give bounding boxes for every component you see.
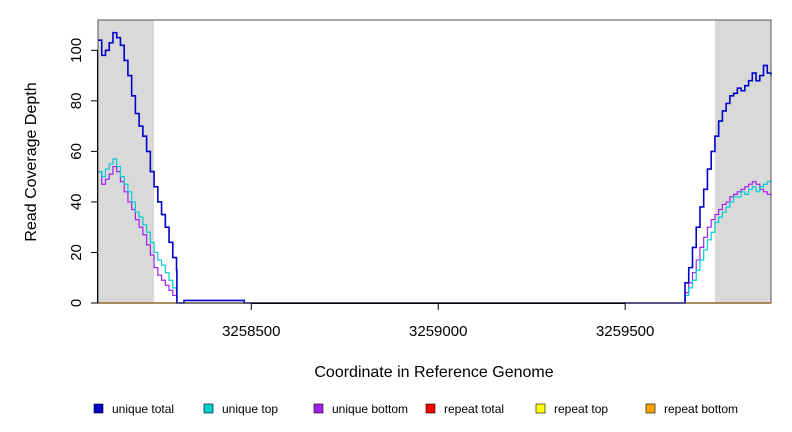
legend-swatch-unique-bottom [313,403,324,414]
y-ticks: 0 20 40 60 80 100 [68,38,98,307]
legend: unique total unique top unique bottom repea… [93,402,738,416]
y-tick-label: 20 [68,244,85,261]
legend-swatch-repeat-top [535,403,546,414]
x-ticks: 3258500 3259000 3259500 [222,303,654,340]
legend-swatch-repeat-bottom [645,403,656,414]
y-tick-label: 60 [68,143,85,160]
x-axis-title: Coordinate in Reference Genome [314,364,553,381]
legend-label-repeat-total: repeat total [444,402,504,416]
legend-label-repeat-top: repeat top [554,402,608,416]
legend-label-unique-total: unique total [112,402,174,416]
legend-swatch-unique-top [203,403,214,414]
y-tick-label: 0 [68,299,85,307]
axes: 3258500 3259000 3259500 0 20 40 60 80 100 [68,38,654,340]
shaded-region-0 [98,20,155,303]
y-tick-label: 40 [68,194,85,211]
legend-swatch-repeat-total [425,403,436,414]
x-tick-label: 3259500 [596,323,654,340]
shaded-region-1 [714,20,771,303]
y-axis-title: Read Coverage Depth [23,82,40,241]
shaded-regions [98,20,771,303]
legend-swatch-unique-total [93,403,104,414]
x-tick-label: 3258500 [222,323,280,340]
legend-label-repeat-bottom: repeat bottom [664,402,738,416]
y-tick-label: 80 [68,93,85,110]
legend-label-unique-bottom: unique bottom [332,402,408,416]
legend-label-unique-top: unique top [222,402,278,416]
x-tick-label: 3259000 [409,323,467,340]
y-tick-label: 100 [68,38,85,63]
